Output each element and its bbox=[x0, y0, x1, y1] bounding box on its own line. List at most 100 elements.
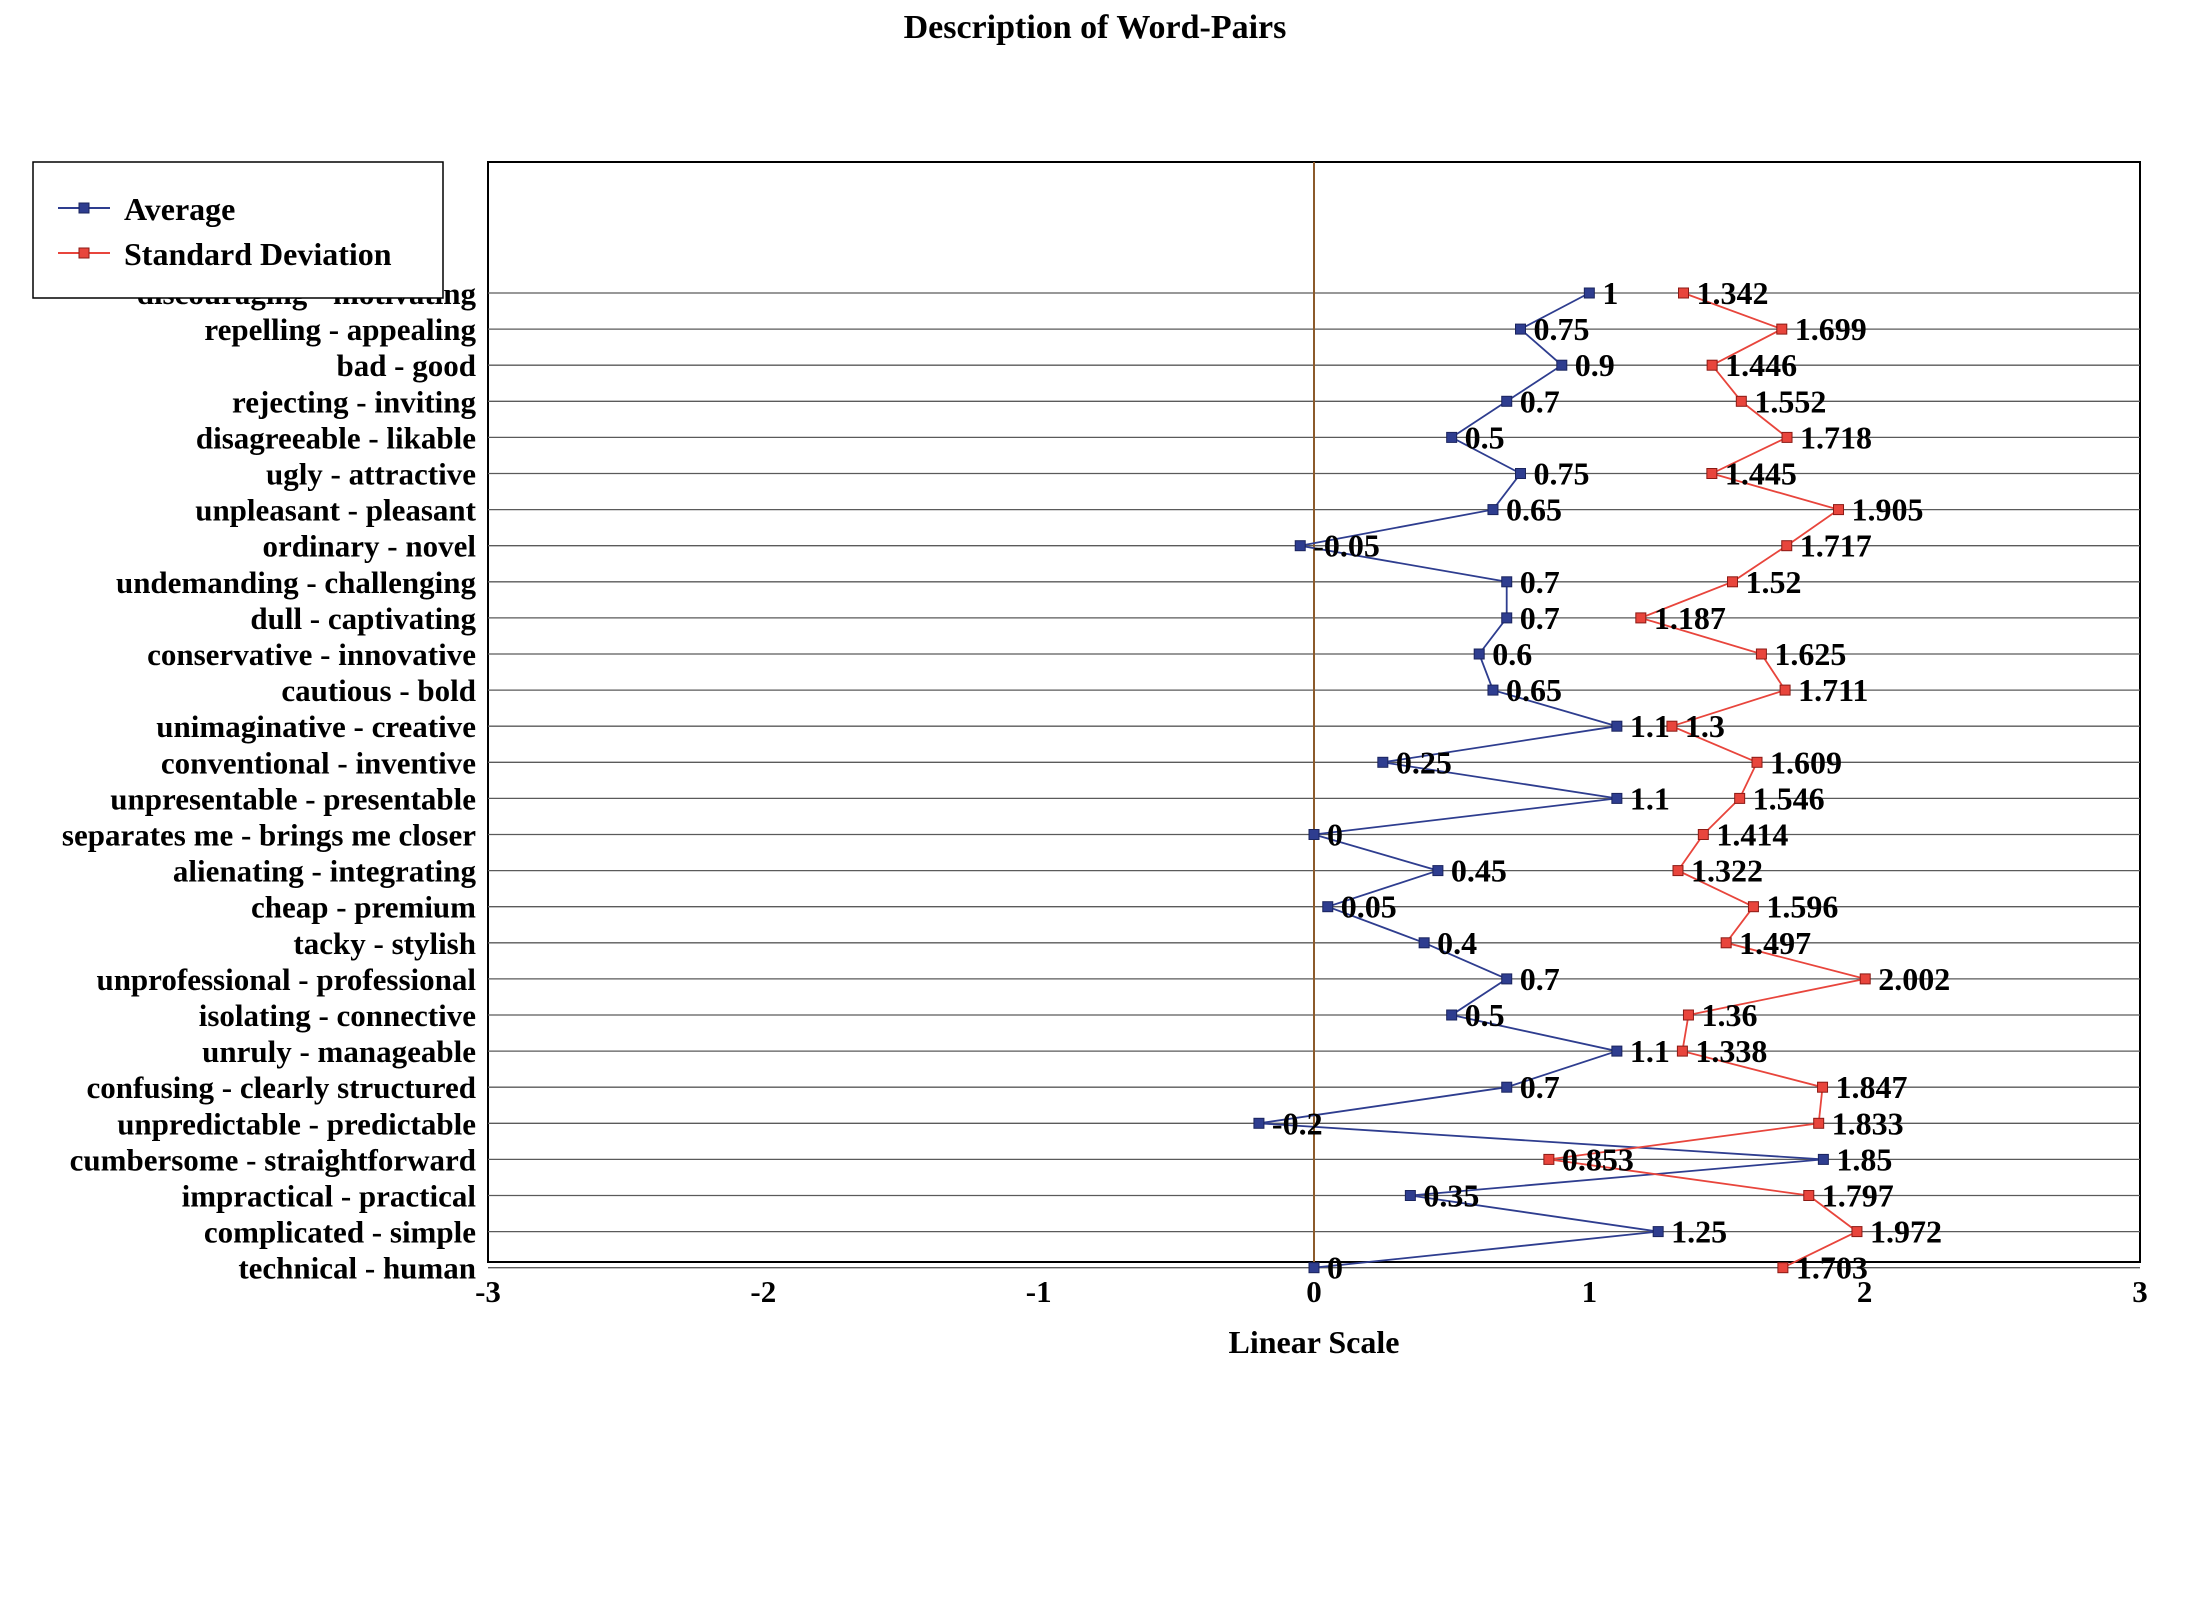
average-data-label: -0.2 bbox=[1272, 1105, 1323, 1141]
average-data-label: 0.7 bbox=[1520, 564, 1560, 600]
average-point bbox=[1501, 612, 1513, 624]
legend-sd-label: Standard Deviation bbox=[124, 236, 392, 272]
sd-point bbox=[1833, 504, 1845, 516]
x-axis-title: Linear Scale bbox=[1229, 1324, 1400, 1360]
sd-data-label: 1.625 bbox=[1774, 636, 1846, 672]
sd-data-label: 1.36 bbox=[1701, 997, 1757, 1033]
average-point bbox=[1515, 468, 1526, 479]
sd-point bbox=[1755, 648, 1767, 660]
average-data-label: 1.85 bbox=[1836, 1141, 1892, 1177]
average-data-label: 0.7 bbox=[1520, 961, 1560, 997]
legend-average-label: Average bbox=[124, 191, 235, 227]
category-label: unpresentable - presentable bbox=[110, 781, 476, 816]
sd-point bbox=[1543, 1153, 1555, 1165]
x-tick-labels: -3 -2 -1 0 1 2 3 bbox=[475, 1274, 2148, 1309]
average-point bbox=[1377, 756, 1389, 768]
sd-data-label: 1.497 bbox=[1739, 925, 1811, 961]
sd-data-label: 1.972 bbox=[1870, 1214, 1942, 1250]
category-label: undemanding - challenging bbox=[116, 565, 477, 600]
average-point bbox=[1308, 1262, 1320, 1274]
average-data-label: 0.35 bbox=[1423, 1178, 1479, 1214]
sd-point bbox=[1666, 720, 1678, 732]
category-label: technical - human bbox=[238, 1251, 476, 1286]
sd-data-label: 1.609 bbox=[1770, 744, 1842, 780]
sd-point bbox=[1677, 287, 1689, 299]
sd-point bbox=[1859, 973, 1871, 985]
average-point bbox=[1473, 648, 1485, 660]
sd-data-label: 1.552 bbox=[1754, 383, 1826, 419]
x-tick-label: -3 bbox=[475, 1274, 501, 1309]
average-data-label: 1.25 bbox=[1671, 1214, 1727, 1250]
sd-data-label: 0.853 bbox=[1562, 1141, 1634, 1177]
sd-point bbox=[1635, 612, 1647, 624]
category-label: unprofessional - professional bbox=[96, 962, 476, 997]
average-point bbox=[1652, 1226, 1664, 1238]
average-data-label: 0.65 bbox=[1506, 672, 1562, 708]
legend: Average Standard Deviation bbox=[32, 161, 444, 299]
category-label: separates me - brings me closer bbox=[62, 818, 476, 853]
category-label: conservative - innovative bbox=[147, 637, 476, 672]
sd-point bbox=[1697, 829, 1709, 840]
average-point bbox=[1294, 540, 1306, 552]
average-data-label: 0.7 bbox=[1520, 1069, 1560, 1105]
average-point bbox=[1446, 1009, 1458, 1021]
data-labels: 10.750.90.70.50.750.65-0.050.70.70.60.65… bbox=[1272, 275, 1950, 1286]
sd-data-label: 1.703 bbox=[1796, 1250, 1868, 1286]
sd-data-label: 1.718 bbox=[1800, 419, 1872, 455]
series-lines bbox=[1253, 287, 1871, 1274]
sd-data-label: 1.711 bbox=[1798, 672, 1868, 708]
sd-data-label: 1.3 bbox=[1685, 708, 1725, 744]
series-line-average bbox=[1258, 292, 1824, 1269]
average-point bbox=[1817, 1153, 1829, 1165]
sd-data-label: 1.596 bbox=[1766, 889, 1838, 925]
sd-data-label: 1.446 bbox=[1725, 347, 1797, 383]
category-label: cumbersome - straightforward bbox=[70, 1142, 476, 1177]
average-data-label: 1.1 bbox=[1630, 780, 1670, 816]
average-point bbox=[1583, 287, 1595, 299]
sd-point bbox=[1747, 901, 1759, 913]
x-tick-label: -1 bbox=[1026, 1274, 1052, 1309]
sd-point bbox=[1734, 792, 1746, 804]
series-line-standard-deviation bbox=[1548, 292, 1866, 1269]
category-label: repelling - appealing bbox=[204, 312, 476, 347]
average-point bbox=[1501, 973, 1513, 985]
average-point bbox=[1556, 359, 1568, 371]
average-data-label: 0.5 bbox=[1465, 997, 1505, 1033]
category-label: cheap - premium bbox=[251, 890, 476, 925]
average-data-label: 0.75 bbox=[1534, 456, 1590, 492]
sd-point bbox=[1781, 431, 1793, 443]
sd-data-label: 1.445 bbox=[1725, 456, 1797, 492]
category-label: unruly - manageable bbox=[202, 1034, 476, 1069]
category-label: impractical - practical bbox=[182, 1179, 477, 1214]
average-point bbox=[1322, 901, 1334, 913]
sd-data-label: 1.414 bbox=[1716, 817, 1788, 853]
sd-point bbox=[1803, 1190, 1815, 1201]
average-data-label: 0 bbox=[1327, 817, 1343, 853]
sd-point bbox=[1851, 1226, 1863, 1238]
average-data-label: 0.25 bbox=[1396, 744, 1452, 780]
sd-data-label: 1.717 bbox=[1800, 528, 1872, 564]
category-label: confusing - clearly structured bbox=[87, 1070, 476, 1105]
sd-point bbox=[1706, 468, 1718, 479]
sd-data-label: 1.546 bbox=[1753, 780, 1825, 816]
chart-title: Description of Word-Pairs bbox=[904, 9, 1287, 46]
average-data-label: 0.5 bbox=[1465, 419, 1505, 455]
sd-point bbox=[1672, 865, 1684, 877]
category-label: unpleasant - pleasant bbox=[195, 493, 476, 528]
category-label: ugly - attractive bbox=[266, 457, 476, 492]
average-data-label: 0.7 bbox=[1520, 600, 1560, 636]
average-point bbox=[1418, 937, 1430, 949]
sd-point bbox=[1751, 756, 1763, 768]
x-tick-label: -2 bbox=[750, 1274, 776, 1309]
sd-data-label: 1.322 bbox=[1691, 853, 1763, 889]
sd-point bbox=[1706, 359, 1718, 371]
category-label: dull - captivating bbox=[250, 601, 476, 636]
average-point bbox=[1253, 1117, 1265, 1129]
average-data-label: 0.7 bbox=[1520, 383, 1560, 419]
sd-point bbox=[1735, 395, 1747, 407]
x-tick-label: 1 bbox=[1582, 1274, 1598, 1309]
sd-point bbox=[1727, 576, 1739, 588]
average-point bbox=[1487, 504, 1499, 516]
average-data-label: 1.1 bbox=[1630, 708, 1670, 744]
sd-data-label: 1.52 bbox=[1746, 564, 1802, 600]
